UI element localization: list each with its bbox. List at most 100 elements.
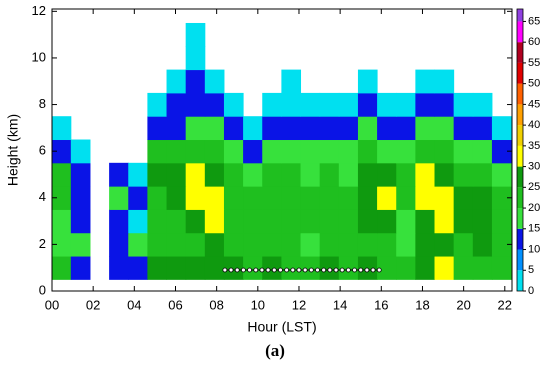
colorbar-segment [517,9,523,22]
contour-cell [185,232,206,257]
contour-cell [357,209,378,234]
contour-cell [434,186,455,210]
contour-cell [396,162,416,187]
contour-cell [51,232,72,257]
marker [228,267,234,273]
contour-cell [262,186,282,210]
contour-cell [472,116,493,141]
y-tick-label: 12 [32,3,46,18]
contour-cell [185,139,206,164]
colorbar-tick-label: 60 [528,36,540,48]
contour-cell [300,186,321,210]
colorbar-tick-label: 25 [528,181,540,193]
x-tick-label: 18 [415,297,429,312]
contour-cell [453,116,474,141]
marker [315,267,320,273]
contour-cell [415,116,436,141]
contour-cell [166,232,187,257]
contour-cell [338,162,359,187]
contour-cell [128,256,148,280]
contour-cell [109,162,129,187]
contour-cell [415,69,436,94]
contour-cell [338,232,359,257]
contour-cell [281,256,302,280]
contour-cell [453,256,474,280]
y-tick-label: 6 [39,143,46,158]
caption: (a) [265,341,285,360]
contour-cell [281,186,302,210]
contour-cell [415,232,436,257]
contour-cell [415,162,436,187]
contour-cell [109,186,129,210]
contour-cell [300,209,321,234]
contour-cell [396,256,416,280]
contour-cell [262,209,282,234]
contour-cell [281,209,302,234]
colorbar-segment [517,187,523,209]
contour-cell [300,162,321,187]
contour-cell [147,232,168,257]
contour-cell [147,256,168,280]
contour-cell [147,186,168,210]
contour-cell [262,92,282,117]
marker [296,267,302,273]
contour-cell [204,209,225,234]
contour-cell [51,209,72,234]
x-tick-label: 08 [209,297,223,312]
contour-cell [223,186,244,210]
marker [370,267,376,273]
contour-cell [396,92,416,117]
y-tick-label: 4 [39,189,46,204]
contour-cell [281,116,302,141]
contour-cell [223,232,244,257]
contour-cell [453,139,474,164]
contour-cell [70,162,91,187]
contour-cell [166,92,187,117]
contour-cell [472,139,493,164]
marker [364,267,370,273]
x-tick-label: 12 [292,297,306,312]
contour-cell [204,186,225,210]
contour-cell [377,256,397,280]
contour-cell [472,209,493,234]
contour-cell [128,162,148,187]
contour-cell [319,232,340,257]
contour-cell [415,92,436,117]
contour-cell [377,186,397,210]
colorbar-segment [517,270,523,291]
contour-cell [453,209,474,234]
colorbar-segment [517,145,523,167]
colorbar-segment [517,104,523,126]
contour-cell [491,162,512,187]
contour-cell [147,116,168,141]
colorbar-frame [516,8,524,292]
colorbar-segment [517,21,523,43]
contour-cell [319,139,340,164]
y-axis-label: Height (km) [5,114,21,186]
contour-cell [377,139,397,164]
contour-cell [453,162,474,187]
contour-cell [377,162,397,187]
contour-cell [51,116,72,141]
contour-cell [453,186,474,210]
contour-cell [262,139,282,164]
contour-cell [185,22,206,47]
contour-cell [185,69,206,94]
colorbar-tick-label: 15 [528,223,540,235]
x-tick-label: 20 [456,297,470,312]
contour-cell [70,139,91,164]
contour-cell [338,116,359,141]
contour-cell [434,209,455,234]
contour-cell [300,232,321,257]
colorbar-tick-label: 5 [528,264,534,276]
colorbar-segment [517,228,523,250]
marker [345,267,351,273]
marker [271,267,277,273]
contour-cell [243,232,263,257]
contour-cell [377,92,397,117]
contour-cell [185,162,206,187]
contour-cell [434,232,455,257]
marker [308,267,314,273]
contour-cell [434,162,455,187]
contour-cell [147,139,168,164]
